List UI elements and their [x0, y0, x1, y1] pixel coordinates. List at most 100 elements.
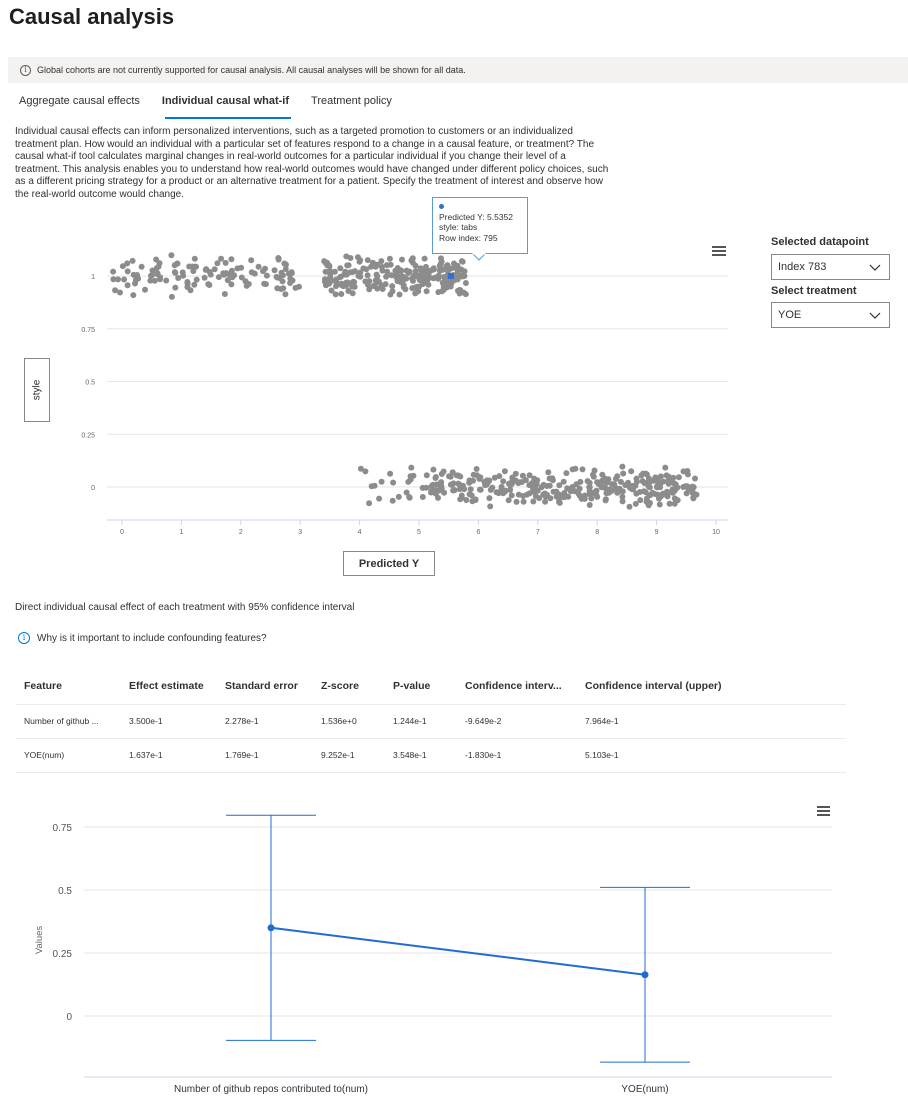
scatter-point[interactable]: [282, 291, 289, 298]
scatter-point[interactable]: [520, 498, 527, 505]
scatter-point[interactable]: [545, 469, 552, 476]
scatter-point[interactable]: [117, 289, 123, 296]
scatter-point[interactable]: [218, 255, 225, 262]
scatter-point[interactable]: [541, 490, 548, 497]
scatter-point[interactable]: [506, 480, 512, 487]
scatter-point[interactable]: [625, 479, 632, 486]
scatter-point[interactable]: [186, 263, 193, 270]
column-header[interactable]: P-value: [393, 679, 431, 692]
scatter-point[interactable]: [362, 468, 369, 475]
scatter-point[interactable]: [637, 497, 644, 504]
scatter-point[interactable]: [142, 286, 148, 293]
scatter-point[interactable]: [664, 493, 671, 500]
scatter-point[interactable]: [191, 255, 198, 262]
scatter-point[interactable]: [238, 274, 245, 281]
scatter-point[interactable]: [470, 471, 477, 478]
scatter-point[interactable]: [362, 278, 369, 285]
scatter-point[interactable]: [457, 287, 464, 294]
scatter-point[interactable]: [155, 263, 162, 270]
tab-individual-causal-what-if[interactable]: Individual causal what-if: [161, 95, 290, 107]
scatter-point[interactable]: [368, 263, 375, 270]
scatter-point[interactable]: [129, 257, 136, 264]
column-header[interactable]: Z-score: [321, 679, 359, 692]
scatter-point[interactable]: [462, 280, 469, 286]
scatter-point[interactable]: [251, 270, 258, 277]
scatter-point[interactable]: [393, 270, 400, 277]
scatter-point[interactable]: [408, 464, 415, 471]
scatter-point[interactable]: [575, 490, 582, 497]
scatter-point[interactable]: [526, 472, 533, 479]
scatter-point[interactable]: [484, 477, 491, 484]
scatter-point[interactable]: [665, 480, 672, 487]
table-row[interactable]: YOE(num) 1.637e-1 1.769e-1 9.252e-1 3.54…: [16, 737, 846, 773]
scatter-point[interactable]: [417, 272, 423, 279]
scatter-point[interactable]: [191, 281, 198, 288]
scatter-point[interactable]: [533, 480, 540, 487]
scatter-point[interactable]: [642, 470, 649, 477]
scatter-point[interactable]: [403, 489, 410, 496]
scatter-point[interactable]: [283, 261, 289, 268]
scatter-point[interactable]: [654, 484, 660, 491]
scatter-point[interactable]: [214, 260, 221, 267]
scatter-point[interactable]: [593, 487, 600, 494]
scatter-point[interactable]: [163, 277, 170, 284]
scatter-point[interactable]: [430, 265, 437, 272]
scatter-point[interactable]: [364, 257, 371, 264]
scatter-point[interactable]: [593, 492, 600, 499]
scatter-point[interactable]: [355, 272, 362, 279]
scatter-point[interactable]: [376, 495, 383, 502]
scatter-point[interactable]: [332, 291, 339, 298]
scatter-point[interactable]: [419, 494, 426, 500]
scatter-point[interactable]: [501, 468, 508, 475]
scatter-point[interactable]: [151, 277, 158, 284]
scatter-point[interactable]: [387, 291, 394, 298]
scatter-point[interactable]: [130, 292, 137, 299]
scatter-point[interactable]: [172, 284, 179, 291]
scatter-point[interactable]: [513, 498, 520, 505]
scatter-point[interactable]: [586, 502, 593, 508]
scatter-point[interactable]: [602, 485, 609, 492]
scatter-point[interactable]: [363, 266, 370, 273]
scatter-point[interactable]: [215, 274, 222, 281]
effect-point[interactable]: [267, 924, 275, 932]
scatter-point[interactable]: [338, 291, 345, 297]
scatter-point[interactable]: [542, 498, 549, 505]
scatter-point[interactable]: [366, 286, 373, 293]
scatter-point[interactable]: [351, 283, 358, 290]
scatter-point[interactable]: [553, 488, 560, 495]
scatter-point[interactable]: [438, 471, 445, 477]
scatter-point[interactable]: [350, 278, 357, 285]
column-header[interactable]: Confidence interval (upper): [585, 679, 722, 692]
scatter-point[interactable]: [397, 279, 404, 286]
scatter-point[interactable]: [529, 480, 535, 487]
scatter-point[interactable]: [121, 276, 128, 283]
scatter-point[interactable]: [423, 472, 430, 479]
scatter-point[interactable]: [366, 500, 373, 507]
scatter-point[interactable]: [457, 496, 464, 503]
scatter-point[interactable]: [347, 255, 354, 261]
scatter-point[interactable]: [275, 255, 282, 262]
scatter-point[interactable]: [461, 273, 468, 279]
scatter-point[interactable]: [596, 479, 603, 486]
scatter-point[interactable]: [626, 503, 633, 510]
scatter-point[interactable]: [476, 475, 483, 482]
scatter-point[interactable]: [619, 488, 626, 495]
scatter-point[interactable]: [500, 478, 507, 485]
scatter-point[interactable]: [569, 466, 576, 473]
scatter-point[interactable]: [633, 478, 640, 485]
scatter-point[interactable]: [228, 281, 235, 288]
scatter-point[interactable]: [119, 263, 126, 270]
scatter-point[interactable]: [473, 466, 480, 472]
scatter-point[interactable]: [221, 291, 228, 297]
x-axis-feature-button[interactable]: Predicted Y: [343, 551, 435, 576]
scatter-point[interactable]: [326, 280, 332, 287]
scatter-point[interactable]: [211, 266, 218, 273]
scatter-point[interactable]: [453, 472, 460, 479]
scatter-point[interactable]: [648, 477, 655, 484]
scatter-point[interactable]: [684, 469, 690, 476]
scatter-point[interactable]: [662, 464, 669, 471]
scatter-point[interactable]: [148, 272, 155, 279]
scatter-point[interactable]: [683, 490, 690, 497]
scatter-point[interactable]: [287, 275, 294, 282]
scatter-point[interactable]: [190, 268, 197, 275]
